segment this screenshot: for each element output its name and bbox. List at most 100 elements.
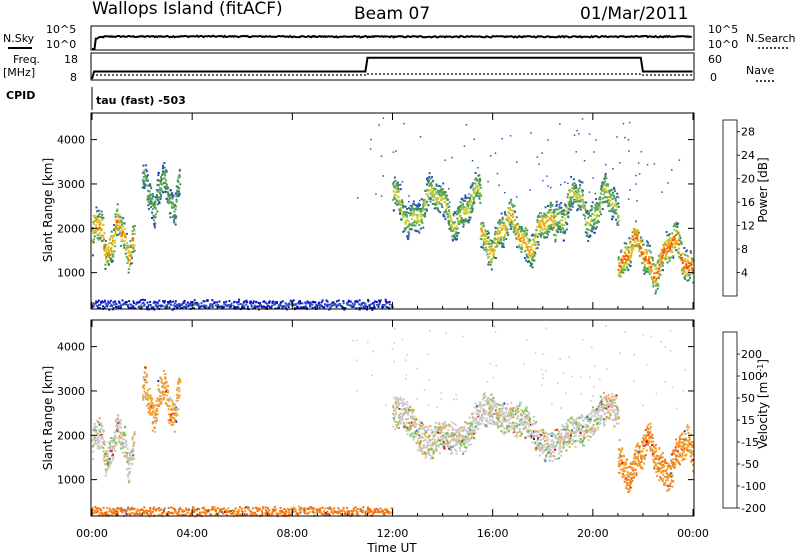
data-cell [148, 406, 151, 409]
data-cell [133, 302, 135, 304]
data-cell [459, 210, 461, 213]
data-cell [479, 177, 481, 180]
data-cell [103, 440, 106, 443]
data-cell [551, 220, 554, 223]
data-cell [443, 197, 446, 200]
data-cell [573, 422, 576, 424]
data-cell [424, 199, 427, 202]
data-cell [590, 208, 593, 211]
data-cell [169, 216, 172, 219]
data-cell [122, 239, 125, 242]
data-cell [150, 412, 153, 414]
data-cell [487, 232, 490, 235]
data-cell [534, 422, 537, 425]
data-cell [561, 219, 564, 222]
data-cell [423, 198, 426, 201]
data-cell [437, 426, 440, 429]
data-cell [657, 284, 660, 287]
data-cell [479, 418, 482, 420]
data-cell [300, 306, 302, 309]
data-cell [578, 416, 581, 419]
data-cell [683, 247, 686, 249]
data-cell [660, 250, 663, 253]
data-cell [161, 173, 164, 176]
data-cell [659, 270, 661, 273]
data-cell [96, 210, 98, 213]
data-cell [92, 427, 95, 430]
data-cell [445, 437, 448, 439]
data-cell [172, 304, 175, 307]
data-cell [518, 246, 521, 249]
data-cell [146, 397, 149, 400]
data-cell [411, 417, 413, 420]
data-cell [636, 239, 639, 242]
data-cell [553, 446, 556, 449]
data-cell [153, 409, 156, 412]
data-cell [567, 440, 570, 443]
data-cell [147, 394, 150, 397]
data-cell [460, 434, 463, 437]
data-cell [304, 301, 307, 304]
data-cell [489, 258, 492, 261]
data-cell [463, 200, 465, 203]
data-cell [97, 227, 100, 230]
data-cell [392, 425, 395, 428]
data-cell [649, 270, 651, 273]
data-cell [367, 299, 370, 301]
data-cell [488, 252, 491, 255]
data-cell [646, 270, 649, 273]
data-cell [563, 435, 566, 438]
data-cell [110, 260, 113, 263]
data-cell [422, 451, 425, 454]
data-cell [108, 308, 111, 311]
data-cell [114, 230, 117, 233]
data-cell [408, 228, 411, 231]
data-cell [347, 299, 350, 302]
data-cell [678, 243, 681, 246]
data-cell [106, 252, 109, 254]
data-cell [156, 418, 159, 421]
data-cell [392, 404, 395, 407]
data-cell [581, 416, 584, 419]
data-cell [641, 239, 644, 242]
data-cell [395, 403, 398, 406]
data-cell [253, 304, 256, 307]
data-cell [508, 221, 511, 224]
data-cell [590, 205, 593, 208]
data-cell [662, 261, 664, 264]
data-cell [157, 189, 160, 192]
data-cell [142, 298, 145, 301]
data-cell [405, 214, 408, 217]
data-cell [596, 221, 599, 224]
data-cell [601, 198, 604, 201]
data-cell [424, 456, 427, 459]
data-cell [111, 441, 114, 444]
data-cell [552, 215, 555, 218]
data-cell [151, 402, 154, 405]
data-cell [578, 199, 581, 202]
data-cell [102, 223, 104, 226]
data-cell [487, 396, 490, 399]
data-cell [477, 192, 480, 195]
data-cell [227, 304, 230, 307]
data-cell [498, 223, 501, 226]
data-cell [122, 225, 124, 228]
data-cell [448, 445, 451, 448]
data-cell [496, 243, 499, 246]
data-cell [489, 409, 492, 412]
data-cell [462, 453, 464, 455]
data-cell [546, 448, 549, 451]
data-cell [396, 182, 399, 184]
data-cell [643, 272, 646, 275]
data-cell [532, 419, 535, 422]
data-cell [497, 414, 500, 417]
data-cell [461, 438, 464, 441]
data-cell [680, 256, 683, 259]
data-cell [483, 238, 486, 241]
data-cell [490, 393, 493, 396]
data-cell [479, 179, 482, 182]
data-cell [642, 269, 645, 272]
data-cell [171, 405, 174, 408]
data-cell [165, 179, 168, 182]
data-cell [678, 255, 681, 258]
